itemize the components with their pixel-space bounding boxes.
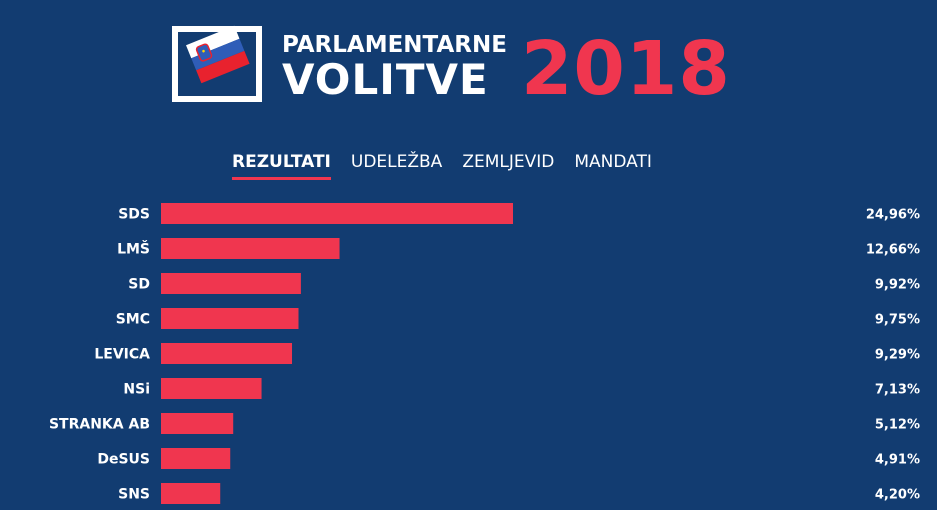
category-label-desus: DeSUS — [97, 452, 150, 468]
category-label-stranka-ab: STRANKA AB — [49, 417, 150, 433]
bar-sds[interactable] — [161, 203, 513, 224]
bar-nsi[interactable] — [161, 378, 262, 399]
results-tabs: REZULTATI UDELEŽBA ZEMLJEVID MANDATI — [232, 152, 652, 180]
value-label-levica: 9,29% — [875, 348, 920, 363]
category-label-smc: SMC — [116, 312, 150, 328]
category-label-levica: LEVICA — [94, 347, 150, 363]
value-label-lm-: 12,66% — [866, 243, 920, 258]
tab-udelezba[interactable]: UDELEŽBA — [350, 152, 443, 172]
bar-lm-[interactable] — [161, 238, 340, 259]
bar-desus[interactable] — [161, 448, 231, 469]
tab-zemljevid[interactable]: ZEMLJEVID — [462, 152, 555, 172]
category-label-sd: SD — [128, 277, 150, 293]
election-logo: PARLAMENTARNE VOLITVE 2018 — [172, 25, 731, 112]
bar-smc[interactable] — [161, 308, 299, 329]
value-label-desus: 4,91% — [875, 453, 920, 468]
ballot-box-icon — [172, 25, 262, 102]
value-label-sd: 9,92% — [875, 278, 920, 293]
bar-sd[interactable] — [161, 273, 301, 294]
value-label-stranka-ab: 5,12% — [875, 418, 920, 433]
value-label-nsi: 7,13% — [875, 383, 920, 398]
header-year: 2018 — [520, 26, 731, 112]
bar-stranka-ab[interactable] — [161, 413, 234, 434]
category-label-lm-: LMŠ — [117, 240, 150, 258]
bar-sns[interactable] — [161, 483, 221, 504]
category-label-sds: SDS — [118, 207, 150, 223]
category-label-nsi: NSi — [123, 382, 150, 398]
value-label-sds: 24,96% — [866, 208, 920, 223]
tab-rezultati[interactable]: REZULTATI — [232, 152, 331, 180]
category-label-sns: SNS — [118, 487, 150, 503]
tab-mandati[interactable]: MANDATI — [574, 152, 652, 172]
header-line2: VOLITVE — [282, 55, 489, 104]
header-line1: PARLAMENTARNE — [282, 32, 507, 58]
value-label-smc: 9,75% — [875, 313, 920, 328]
value-label-sns: 4,20% — [875, 488, 920, 503]
bar-levica[interactable] — [161, 343, 293, 364]
